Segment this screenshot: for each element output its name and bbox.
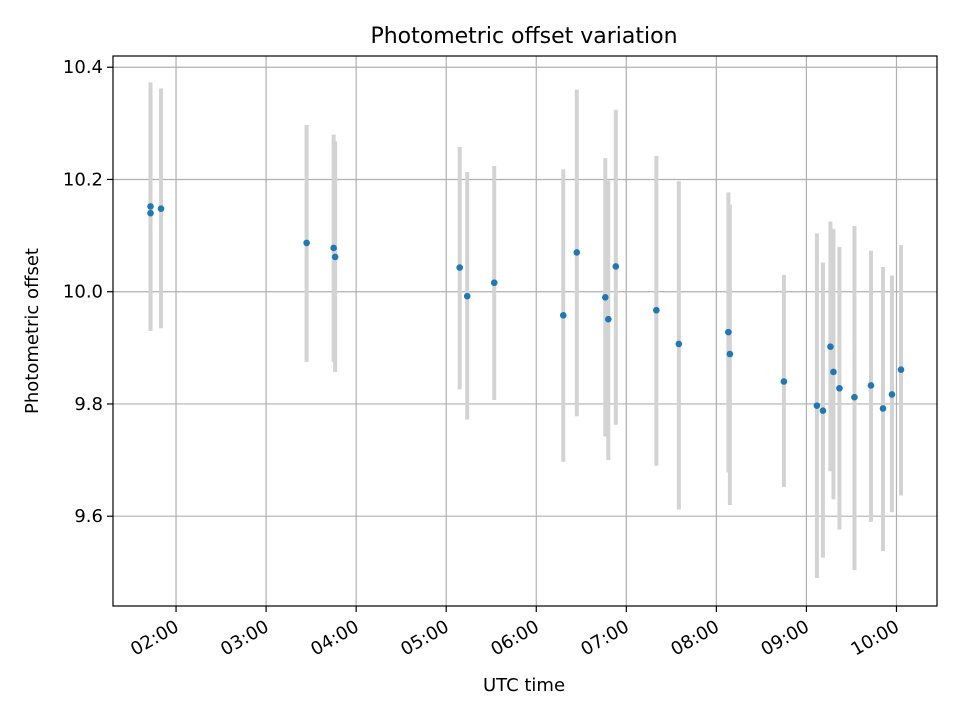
- data-point: [830, 368, 837, 376]
- y-tick-label: 10.0: [63, 282, 103, 303]
- y-tick-label: 10.4: [63, 57, 103, 78]
- data-point: [463, 292, 471, 300]
- data-point: [653, 306, 660, 314]
- data-point: [879, 405, 887, 412]
- data-point: [813, 402, 821, 409]
- data-point: [867, 382, 875, 389]
- grid-lines: [113, 56, 937, 606]
- data-point: [836, 384, 843, 392]
- data-point: [725, 328, 732, 336]
- x-axis-label: UTC time: [483, 675, 565, 696]
- data-point: [612, 263, 620, 270]
- data-points: [147, 203, 905, 414]
- data-point: [490, 279, 498, 287]
- data-point: [601, 294, 609, 301]
- y-tick-label: 10.2: [63, 169, 103, 190]
- data-point: [827, 343, 834, 351]
- y-tick-label: 9.6: [74, 506, 103, 527]
- y-tick-label: 9.8: [74, 394, 103, 415]
- plot-frame: [112, 55, 938, 607]
- data-point: [330, 244, 337, 252]
- data-point: [456, 264, 464, 271]
- data-point: [559, 311, 567, 319]
- chart-title: Photometric offset variation: [370, 24, 677, 49]
- data-point: [157, 205, 165, 212]
- data-point: [897, 366, 905, 374]
- data-point: [605, 315, 612, 323]
- data-point: [675, 340, 683, 348]
- data-point: [780, 378, 788, 385]
- data-point: [147, 209, 154, 217]
- data-point: [888, 391, 896, 398]
- data-point: [303, 239, 310, 247]
- data-point: [573, 249, 581, 256]
- data-point: [331, 253, 339, 261]
- data-point: [147, 203, 154, 210]
- data-point: [819, 407, 827, 414]
- data-point: [851, 393, 858, 401]
- y-axis-label: Photometric offset: [22, 248, 43, 414]
- data-point: [726, 350, 734, 358]
